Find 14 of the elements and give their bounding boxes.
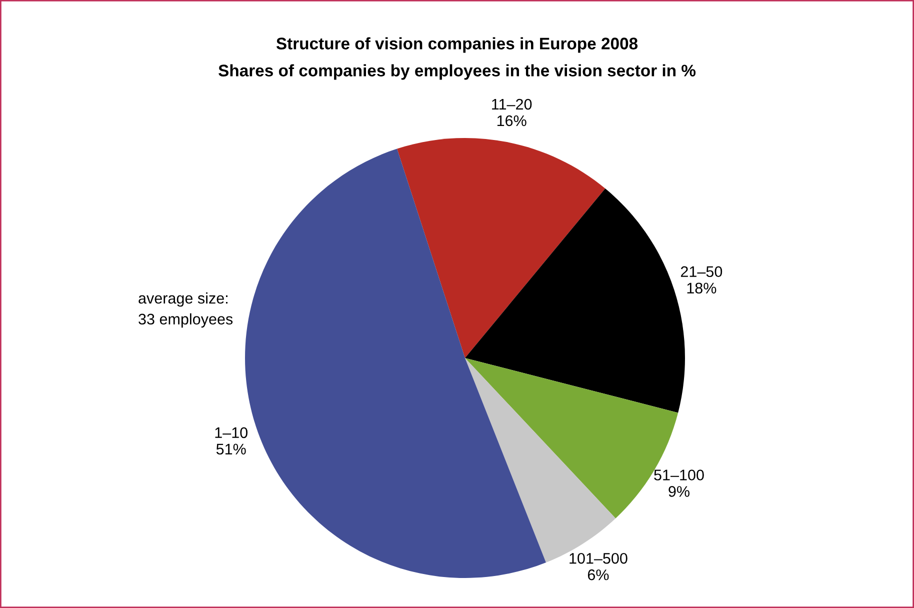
data-label: 16%: [497, 115, 526, 126]
text: average size: 33 employees: [138, 292, 233, 328]
data-label: 9%: [668, 486, 690, 497]
data-label: 18%: [687, 282, 716, 294]
pie-slice: [397, 138, 606, 358]
slice-label: 11–20: [492, 98, 532, 110]
data-label: 6%: [588, 569, 609, 580]
slice-label: 101–500: [570, 552, 628, 564]
slice-label: 21–50: [680, 266, 722, 278]
chart-subtitle: Shares of companies by employees in the vision sector in %: [218, 64, 696, 80]
data-label: 51%: [216, 444, 246, 455]
slice-label: 51–100: [654, 470, 704, 480]
chart-title: Structure of vision companies in Europe 2008: [276, 37, 638, 53]
slice-label: 1–10: [215, 427, 248, 438]
